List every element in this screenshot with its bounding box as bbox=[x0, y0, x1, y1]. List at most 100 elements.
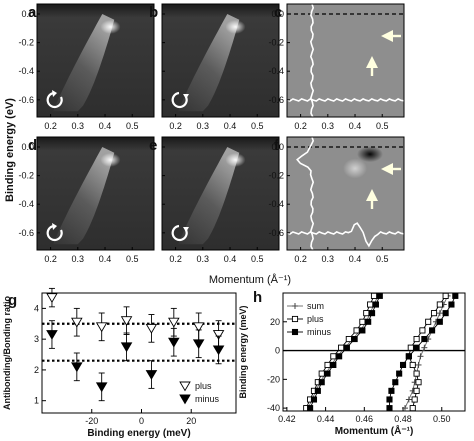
data-point bbox=[168, 317, 180, 328]
data-point bbox=[405, 353, 412, 360]
data-point bbox=[415, 379, 422, 386]
panel-label: h bbox=[253, 289, 262, 306]
x-tick-label: 0.3 bbox=[197, 254, 210, 264]
data-point bbox=[409, 405, 416, 412]
data-point bbox=[415, 361, 422, 368]
x-tick-label: 0.2 bbox=[169, 254, 182, 264]
x-tick-label: 0.5 bbox=[376, 121, 389, 131]
legend-label: minus bbox=[195, 394, 220, 404]
legend-label: plus bbox=[307, 314, 324, 324]
data-point bbox=[413, 335, 420, 343]
panel-frame bbox=[161, 3, 280, 118]
y-tick-label: 0.0 bbox=[21, 9, 34, 19]
data-point bbox=[314, 387, 321, 394]
panel-label: f bbox=[274, 137, 280, 154]
data-point bbox=[396, 370, 403, 377]
data-point bbox=[351, 335, 358, 343]
rotation-arc bbox=[171, 224, 188, 242]
x-tick-label: 0.48 bbox=[394, 414, 412, 424]
legend-marker bbox=[291, 315, 299, 323]
panel-label: a bbox=[28, 4, 37, 21]
y-tick-label: 0 bbox=[275, 346, 280, 356]
x-tick-label: 0.3 bbox=[322, 121, 335, 131]
x-tick-label: 0.2 bbox=[294, 254, 307, 264]
data-point bbox=[430, 310, 438, 317]
y-tick-label: -0.4 bbox=[268, 66, 284, 76]
legend-marker bbox=[292, 303, 298, 309]
data-point bbox=[71, 362, 83, 373]
data-point bbox=[419, 327, 426, 334]
data-point bbox=[413, 387, 420, 394]
x-tick-label: 20 bbox=[186, 416, 196, 426]
data-point bbox=[330, 353, 337, 360]
y-tick-label: -40 bbox=[267, 403, 280, 413]
panel-label: b bbox=[149, 4, 158, 21]
y-tick-label: 20 bbox=[270, 317, 280, 327]
clockwise-icon bbox=[46, 223, 63, 242]
dispersion-band bbox=[178, 147, 240, 245]
x-tick-label: 0.50 bbox=[433, 414, 451, 424]
data-point bbox=[376, 292, 383, 299]
counterclockwise-icon bbox=[171, 224, 189, 242]
y-tick-label: -0.4 bbox=[18, 66, 34, 76]
dispersion-band bbox=[53, 14, 115, 112]
panel-frame bbox=[36, 3, 155, 118]
data-point bbox=[46, 330, 58, 340]
y-tick-label: 2 bbox=[34, 365, 39, 375]
y-tick-label: -0.4 bbox=[18, 199, 34, 209]
data-point bbox=[336, 353, 343, 360]
data-point bbox=[436, 301, 443, 308]
x-axis-label: Binding energy (meV) bbox=[87, 428, 190, 439]
rotation-arrowhead bbox=[52, 223, 57, 230]
data-point bbox=[386, 405, 393, 412]
rotation-arc bbox=[171, 91, 188, 109]
data-point bbox=[192, 322, 205, 333]
x-tick-label: 0.3 bbox=[72, 254, 85, 264]
y-tick-label: -0.2 bbox=[268, 171, 284, 181]
dispersion-band bbox=[178, 14, 240, 112]
clockwise-icon bbox=[46, 90, 63, 109]
y-tick-label: 0.0 bbox=[271, 9, 284, 19]
y-tick-label: -0.6 bbox=[268, 95, 284, 105]
panel-frame bbox=[36, 136, 155, 251]
data-point bbox=[353, 327, 360, 334]
y-tick-label: -0.2 bbox=[18, 171, 34, 181]
panel-d: d0.0 -0.2 -0.4 -0.6 0.2 0.3 0.4 0.5 bbox=[18, 136, 155, 264]
x-tick-label: 0.2 bbox=[169, 121, 182, 131]
dispersion-band bbox=[53, 147, 115, 245]
x-tick-label: 0.46 bbox=[356, 414, 374, 424]
x-tick-label: 0.5 bbox=[251, 121, 264, 131]
y-tick-label: -20 bbox=[267, 374, 280, 384]
data-point bbox=[372, 301, 379, 308]
legend-label: sum bbox=[307, 301, 324, 311]
data-point bbox=[359, 327, 366, 334]
data-point bbox=[386, 396, 393, 403]
data-point bbox=[442, 292, 449, 299]
legend-marker bbox=[291, 328, 299, 336]
data-point bbox=[310, 396, 318, 403]
y-tick-label: -0.4 bbox=[268, 199, 284, 209]
x-tick-label: 0.2 bbox=[44, 254, 57, 264]
y-tick-label: 4 bbox=[34, 303, 39, 313]
data-point bbox=[452, 292, 459, 299]
rotation-arrowhead bbox=[52, 90, 57, 97]
counterclockwise-icon bbox=[171, 91, 189, 109]
data-point bbox=[120, 342, 133, 353]
data-point bbox=[370, 292, 378, 299]
x-tick-label: 0.4 bbox=[99, 254, 112, 264]
data-point bbox=[369, 310, 376, 317]
data-point bbox=[345, 335, 352, 343]
intensity-maximum bbox=[100, 19, 121, 34]
y-tick-label: -0.2 bbox=[268, 38, 284, 48]
arpes-xlabel: Momentum (Å⁻¹) bbox=[209, 273, 291, 286]
arpes-ylabel: Binding energy (eV) bbox=[4, 98, 16, 202]
y-tick-label: -0.2 bbox=[18, 38, 34, 48]
data-point bbox=[407, 344, 414, 351]
y-tick-label: 3 bbox=[34, 334, 39, 344]
data-point bbox=[46, 293, 58, 304]
panel-f: f0.0 -0.2 -0.4 -0.6 0.2 0.3 0.4 0.5 bbox=[268, 136, 405, 264]
data-point bbox=[399, 361, 407, 369]
x-tick-label: 0.4 bbox=[349, 254, 362, 264]
data-point bbox=[421, 335, 428, 343]
